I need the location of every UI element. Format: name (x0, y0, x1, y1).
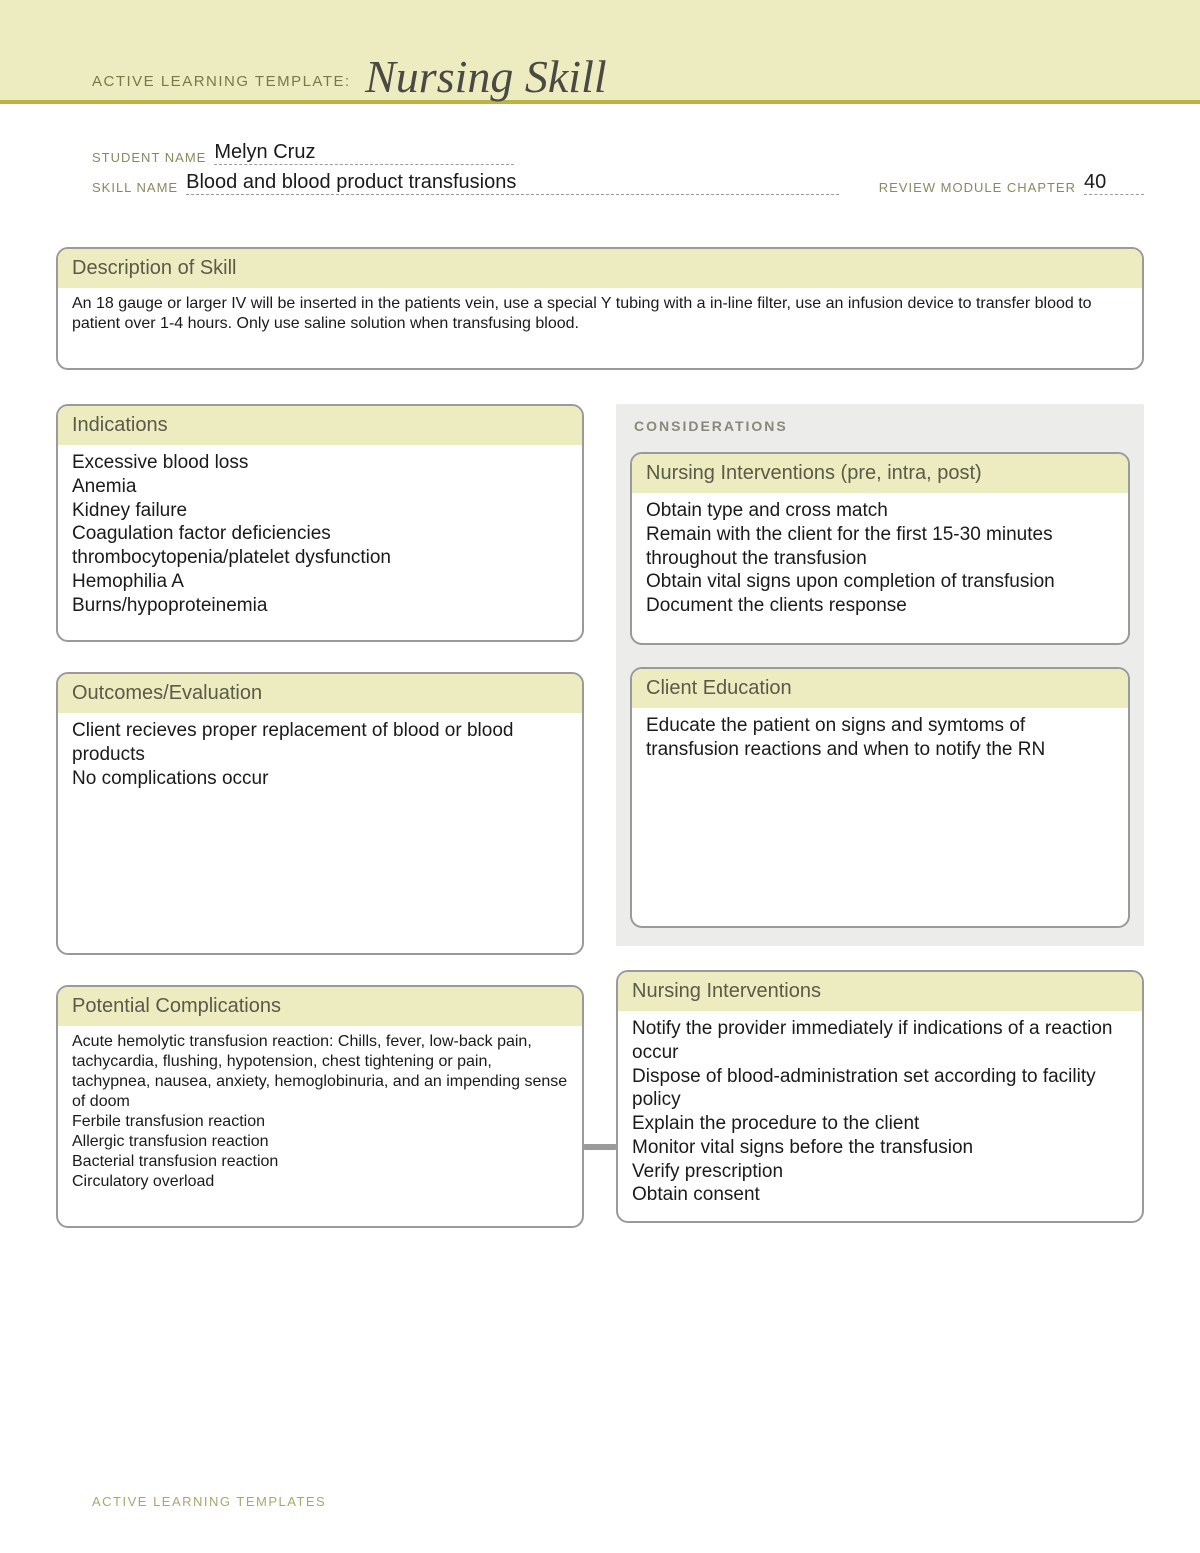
outcomes-card: Outcomes/Evaluation Client recieves prop… (56, 672, 584, 955)
interventions-card: Nursing Interventions Notify the provide… (616, 970, 1144, 1223)
outcomes-title: Outcomes/Evaluation (58, 674, 582, 713)
left-column: Indications Excessive blood loss Anemia … (56, 404, 584, 1228)
complications-body: Acute hemolytic transfusion reaction: Ch… (58, 1026, 582, 1226)
student-row: STUDENT NAME Melyn Cruz (92, 141, 1144, 165)
education-body: Educate the patient on signs and symtoms… (632, 708, 1128, 926)
header: ACTIVE LEARNING TEMPLATE: Nursing Skill (56, 50, 1144, 103)
indications-title: Indications (58, 406, 582, 445)
indications-body: Excessive blood loss Anemia Kidney failu… (58, 445, 582, 640)
student-value: Melyn Cruz (214, 141, 514, 165)
complications-card: Potential Complications Acute hemolytic … (56, 985, 584, 1228)
considerations-label: CONSIDERATIONS (630, 418, 1130, 434)
indications-card: Indications Excessive blood loss Anemia … (56, 404, 584, 642)
header-title: Nursing Skill (365, 50, 607, 103)
education-title: Client Education (632, 669, 1128, 708)
education-card: Client Education Educate the patient on … (630, 667, 1130, 928)
considerations-group: CONSIDERATIONS Nursing Interventions (pr… (616, 404, 1144, 946)
skill-value: Blood and blood product transfusions (186, 171, 839, 195)
skill-row: SKILL NAME Blood and blood product trans… (92, 171, 1144, 195)
outcomes-body: Client recieves proper replacement of bl… (58, 713, 582, 953)
page: ACTIVE LEARNING TEMPLATE: Nursing Skill … (0, 0, 1200, 1553)
review-value: 40 (1084, 171, 1144, 195)
interventions-pre-body: Obtain type and cross match Remain with … (632, 493, 1128, 643)
footer-text: ACTIVE LEARNING TEMPLATES (92, 1494, 326, 1509)
interventions-body: Notify the provider immediately if indic… (618, 1011, 1142, 1221)
right-column: CONSIDERATIONS Nursing Interventions (pr… (616, 404, 1144, 1228)
review-label: REVIEW MODULE CHAPTER (879, 180, 1076, 195)
description-title: Description of Skill (58, 249, 1142, 288)
interventions-title: Nursing Interventions (618, 972, 1142, 1011)
complications-title: Potential Complications (58, 987, 582, 1026)
description-card: Description of Skill An 18 gauge or larg… (56, 247, 1144, 370)
header-label: ACTIVE LEARNING TEMPLATE: (92, 73, 351, 90)
connector-bar (583, 1144, 617, 1150)
interventions-pre-card: Nursing Interventions (pre, intra, post)… (630, 452, 1130, 645)
student-label: STUDENT NAME (92, 150, 206, 165)
content: Description of Skill An 18 gauge or larg… (56, 247, 1144, 1228)
skill-label: SKILL NAME (92, 180, 178, 195)
interventions-pre-title: Nursing Interventions (pre, intra, post) (632, 454, 1128, 493)
meta-block: STUDENT NAME Melyn Cruz SKILL NAME Blood… (56, 141, 1144, 195)
description-body: An 18 gauge or larger IV will be inserte… (58, 288, 1142, 368)
two-column-layout: Indications Excessive blood loss Anemia … (56, 404, 1144, 1228)
